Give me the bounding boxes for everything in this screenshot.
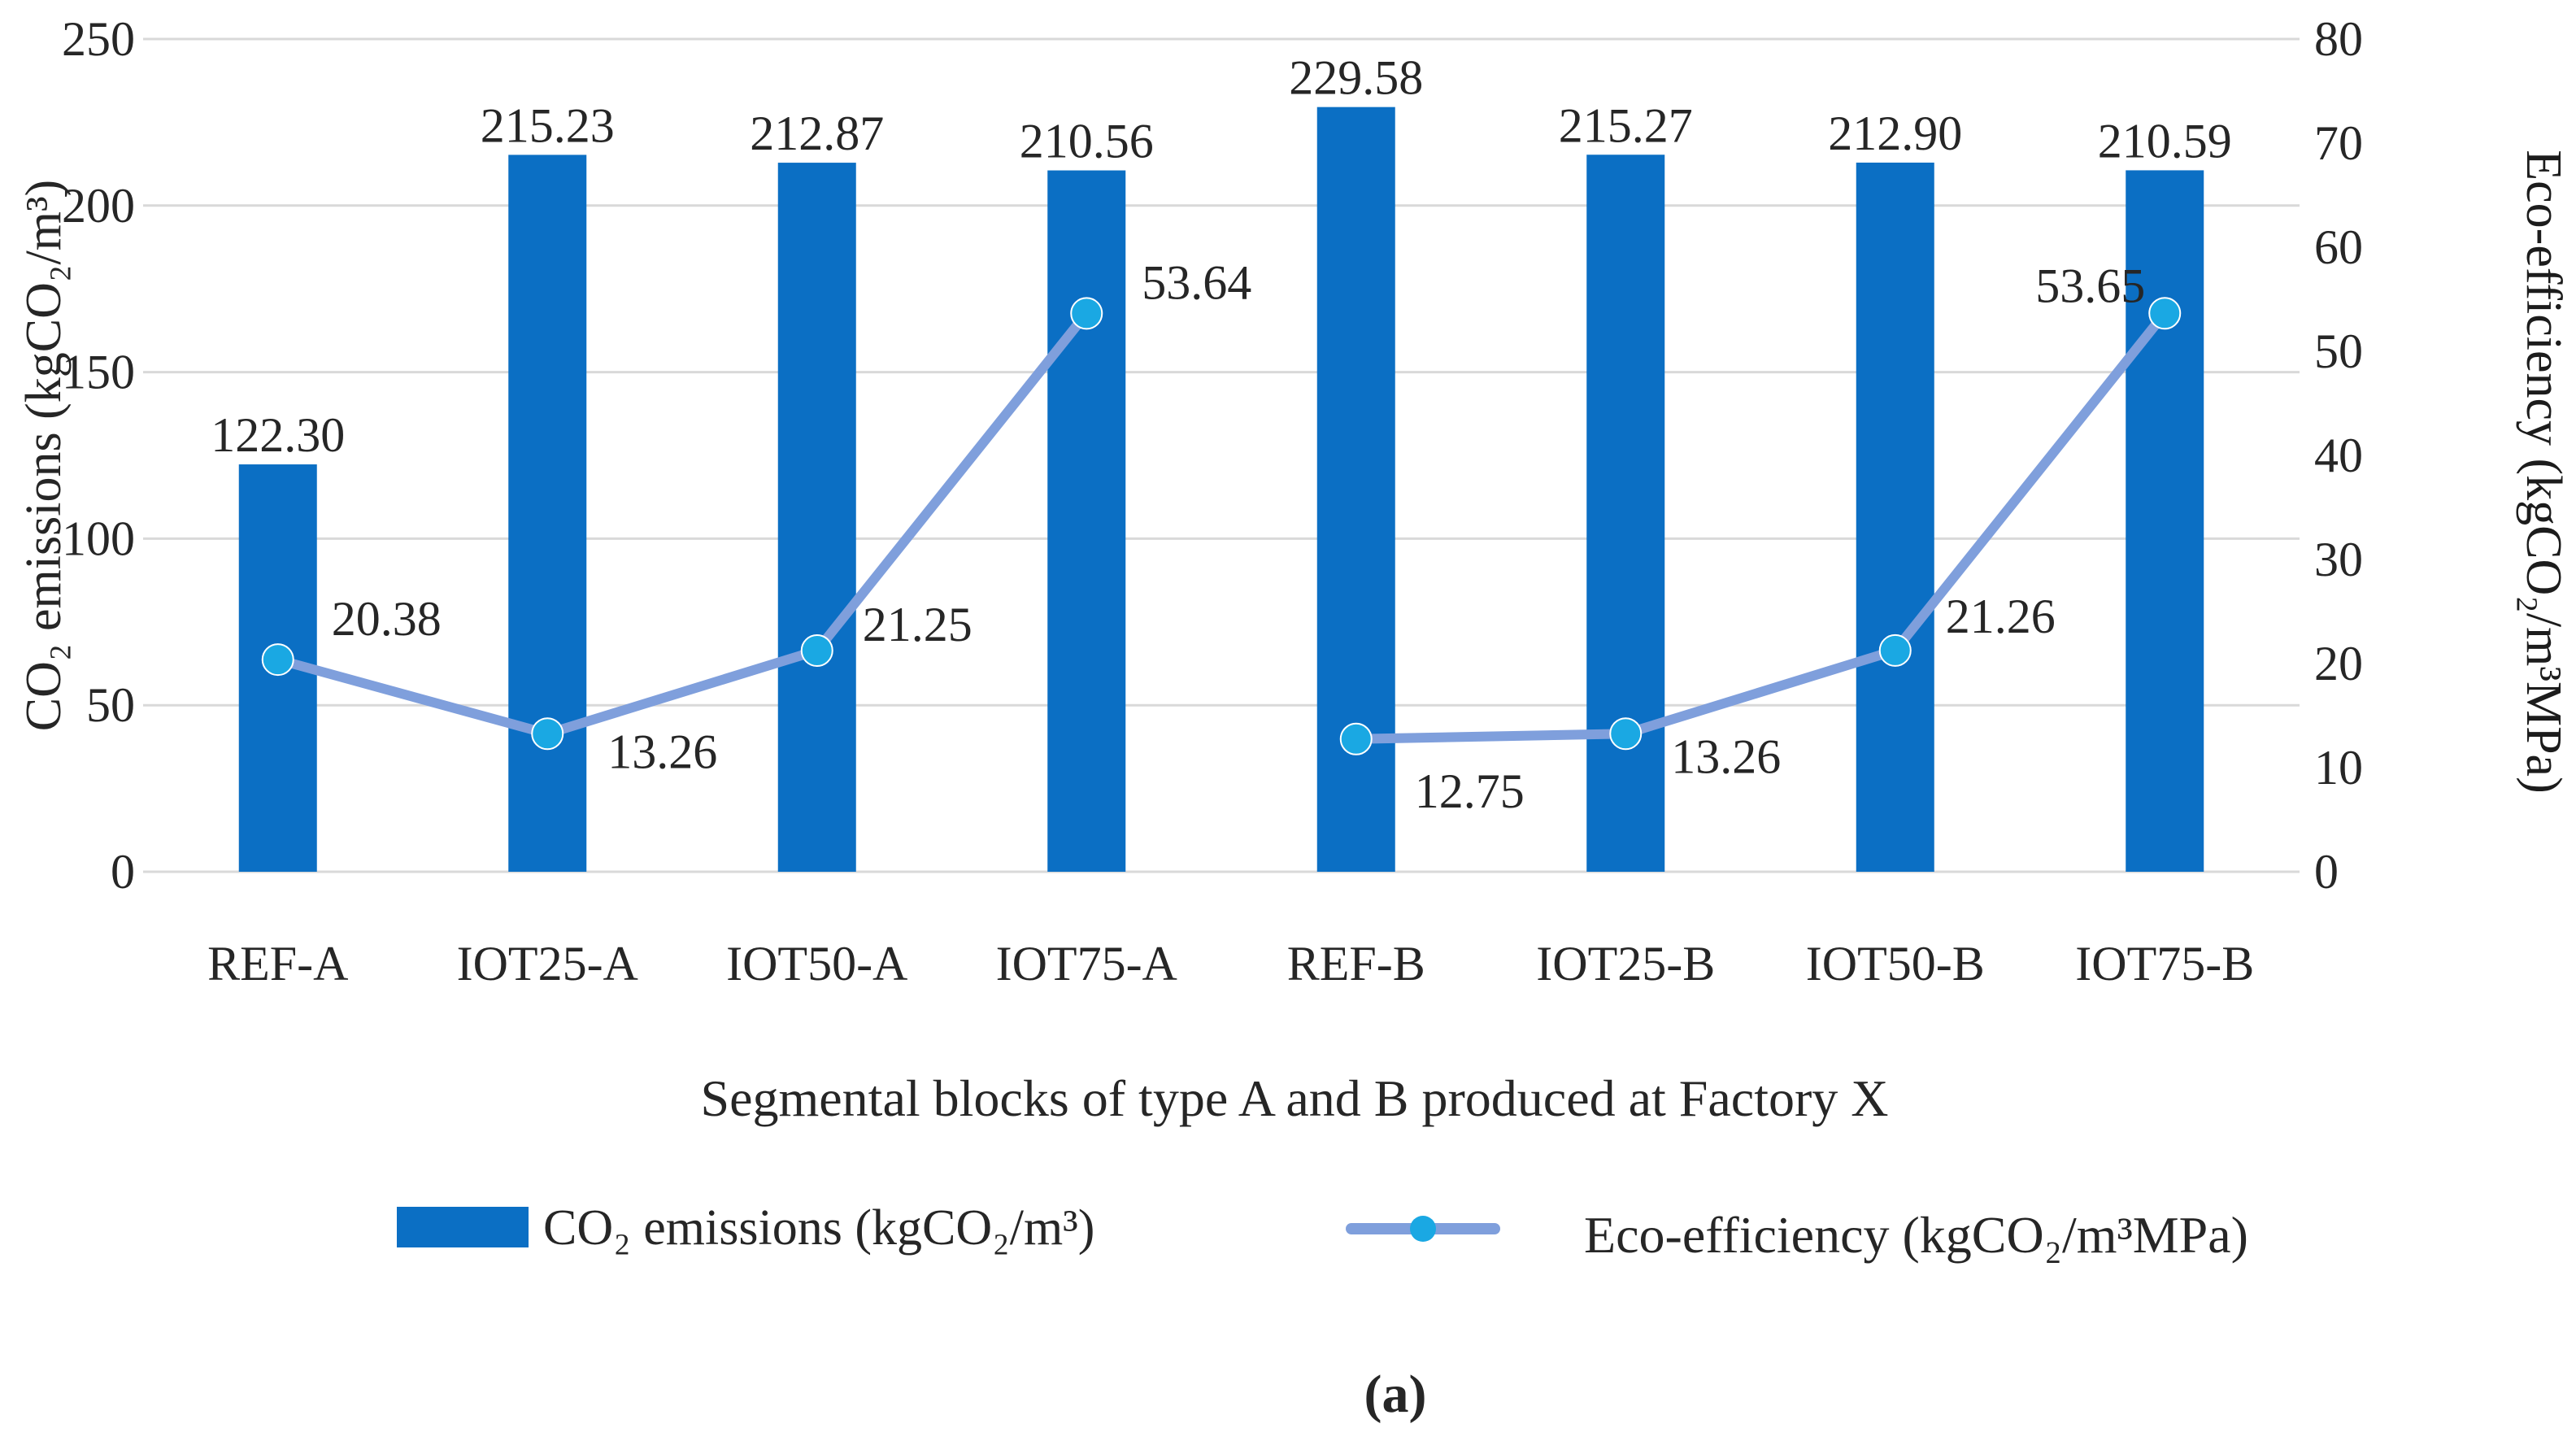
- y-left-tick-label: 0: [111, 845, 135, 899]
- line-point: [2148, 297, 2182, 330]
- bar-data-label: 229.58: [1289, 51, 1423, 105]
- eco-efficiency-line-b: [1351, 308, 2170, 744]
- x-tick-label: IOT50-B: [1806, 937, 1985, 990]
- bar-data-label: 212.87: [750, 107, 884, 160]
- eco-efficiency-line-a: [272, 308, 1092, 739]
- bar: [508, 155, 587, 873]
- line-data-label: 20.38: [332, 592, 442, 646]
- y-left-tick-label: 250: [62, 12, 135, 66]
- x-axis-title: Segmental blocks of type A and B produce…: [700, 1069, 1888, 1127]
- line-point: [1609, 717, 1643, 751]
- line-data-label: 12.75: [1415, 764, 1525, 818]
- bar: [1047, 170, 1126, 872]
- line-data-label: 13.26: [607, 725, 717, 778]
- bar-data-label: 215.27: [1559, 98, 1693, 152]
- y-right-tick-label: 20: [2314, 637, 2363, 690]
- y-right-tick-label: 10: [2314, 741, 2363, 795]
- line-data-label: 13.26: [1671, 729, 1781, 783]
- line-point: [261, 643, 294, 677]
- y-right-tick-label: 70: [2314, 116, 2363, 170]
- x-tick-label: REF-A: [207, 937, 348, 990]
- bar-data-label: 215.23: [481, 98, 615, 152]
- x-tick-label: IOT50-A: [726, 937, 907, 990]
- line-point: [1339, 722, 1373, 755]
- y-left-tick-label: 100: [62, 512, 135, 565]
- x-tick-label: REF-B: [1287, 937, 1425, 990]
- line-data-label: 53.65: [2035, 259, 2145, 312]
- x-tick-label: IOT75-B: [2075, 937, 2254, 990]
- line-data-label: 53.64: [1142, 255, 1251, 309]
- legend-label-eco: Eco-efficiency (kgCO₂/m³MPa): [1584, 1206, 2248, 1264]
- y-right-tick-label: 80: [2314, 12, 2363, 66]
- x-tick-label: IOT75-A: [996, 937, 1177, 990]
- bar-data-label: 122.30: [211, 408, 345, 462]
- line-data-label: 21.26: [1946, 590, 2056, 643]
- bar: [2126, 170, 2204, 873]
- y-right-axis-title: Eco-efficiency (kgCO₂/m³MPa): [2516, 150, 2571, 793]
- bar: [1586, 155, 1665, 872]
- bar-data-label: 212.90: [1828, 107, 1962, 160]
- line-data-label: 21.25: [863, 598, 973, 651]
- bar: [1316, 107, 1395, 872]
- figure-caption: (a): [1364, 1365, 1427, 1424]
- bar-data-label: 210.59: [2098, 114, 2232, 168]
- y-left-tick-label: 200: [62, 179, 135, 233]
- bar-data-label: 210.56: [1020, 115, 1154, 168]
- y-right-tick-label: 0: [2314, 845, 2339, 899]
- y-left-axis-title: CO₂ emissions (kgCO₂/m³): [16, 180, 72, 731]
- y-right-tick-label: 30: [2314, 533, 2363, 586]
- bar: [777, 163, 856, 872]
- line-point: [800, 634, 833, 667]
- line-point: [1070, 297, 1103, 330]
- x-tick-label: IOT25-A: [457, 937, 638, 990]
- line-point: [1878, 633, 1912, 667]
- bar: [1856, 162, 1934, 872]
- y-right-tick-label: 40: [2314, 429, 2363, 482]
- y-left-tick-label: 50: [86, 678, 135, 732]
- legend-bar-swatch: [397, 1207, 529, 1247]
- line-point: [531, 717, 564, 751]
- y-right-tick-label: 60: [2314, 220, 2363, 274]
- y-right-tick-label: 50: [2314, 324, 2363, 378]
- y-left-tick-label: 150: [62, 346, 135, 399]
- legend-label-co2: CO₂ emissions (kgCO₂/m³): [543, 1200, 1094, 1256]
- x-tick-label: IOT25-B: [1536, 937, 1715, 990]
- legend-line-marker: [1410, 1216, 1436, 1242]
